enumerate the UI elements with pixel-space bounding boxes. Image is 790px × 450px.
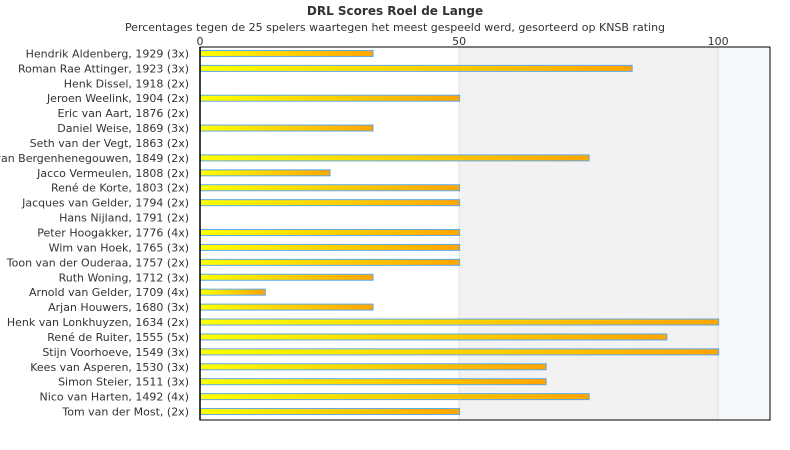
category-label: Hans Nijland, 1791 (2x) (59, 212, 189, 225)
bar (200, 199, 461, 207)
bar (200, 169, 331, 177)
category-label: René de Korte, 1803 (2x) (51, 182, 189, 195)
bar (200, 318, 720, 326)
category-label: Eric van Aart, 1876 (2x) (58, 107, 189, 120)
plot-frame (199, 46, 771, 421)
chart-title: DRL Scores Roel de Lange (307, 4, 483, 18)
category-label: Henk Dissel, 1918 (2x) (64, 77, 189, 90)
bar (200, 378, 547, 386)
category-label: Kees van Asperen, 1530 (3x) (30, 361, 189, 374)
bar (200, 49, 374, 57)
category-label: Toon van der Ouderaa, 1757 (2x) (6, 256, 189, 269)
bar (200, 124, 374, 132)
category-label: Jacco Vermeulen, 1808 (2x) (36, 167, 189, 180)
x-tick-label: 0 (197, 35, 204, 48)
category-label: Stijn Voorhoeve, 1549 (3x) (42, 346, 189, 359)
bar (200, 94, 461, 102)
category-label: Simon Steier, 1511 (3x) (58, 376, 189, 389)
x-tick-label: 100 (708, 35, 729, 48)
bar (200, 229, 461, 236)
bar (200, 393, 590, 401)
bar (200, 64, 633, 72)
band-100-plus (718, 47, 770, 420)
category-label: Arnold van Gelder, 1709 (4x) (29, 286, 189, 299)
bar (200, 273, 374, 281)
category-label: Wim van Hoek, 1765 (3x) (49, 241, 189, 254)
bar (200, 288, 266, 296)
category-label: Jeroen Weelink, 1904 (2x) (46, 92, 189, 105)
bar (200, 154, 590, 162)
bar (200, 303, 374, 311)
category-label: Arjan Houwers, 1680 (3x) (48, 301, 189, 314)
bar (200, 184, 461, 192)
x-tick-label: 50 (452, 35, 466, 48)
category-label: van Bergenhenegouwen, 1849 (2x) (0, 152, 189, 165)
category-label: Tom van der Most, (2x) (61, 406, 189, 419)
category-label: Seth van der Vegt, 1863 (2x) (30, 137, 189, 150)
bar (200, 408, 461, 416)
category-label: Peter Hoogakker, 1776 (4x) (37, 227, 189, 240)
category-label: René de Ruiter, 1555 (5x) (47, 331, 189, 344)
bar (200, 363, 547, 371)
bar (200, 348, 720, 356)
bar (200, 258, 461, 266)
category-label: Henk van Lonkhuyzen, 1634 (2x) (7, 316, 189, 329)
category-label: Daniel Weise, 1869 (3x) (57, 122, 189, 135)
category-label: Jacques van Gelder, 1794 (2x) (21, 197, 189, 210)
bar (200, 243, 461, 251)
bar (200, 333, 668, 341)
category-label: Nico van Harten, 1492 (4x) (40, 391, 189, 404)
category-label: Ruth Woning, 1712 (3x) (59, 271, 189, 284)
category-label: Roman Rae Attinger, 1923 (3x) (18, 62, 189, 75)
band-50-100 (459, 47, 719, 420)
category-label: Hendrik Aldenberg, 1929 (3x) (26, 47, 189, 60)
chart-subtitle: Percentages tegen de 25 spelers waartege… (125, 21, 665, 34)
